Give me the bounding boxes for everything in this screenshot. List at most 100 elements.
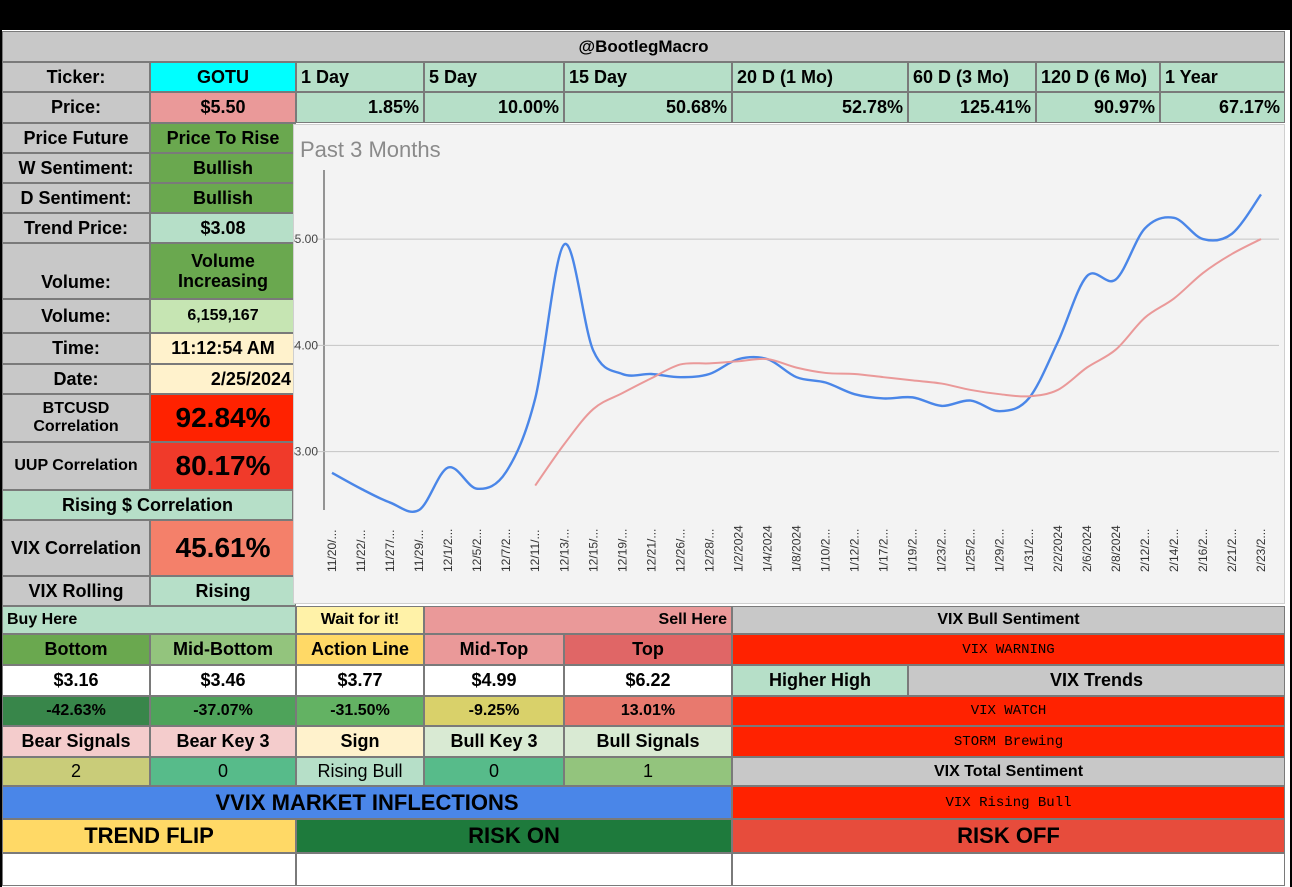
- signal-header-bull-key-3: Bull Key 3: [424, 726, 564, 757]
- x-tick-label: 1/29/2...: [993, 529, 1007, 572]
- x-tick-label: 2/12/2...: [1138, 529, 1152, 572]
- ticker-value[interactable]: GOTU: [150, 62, 296, 92]
- period-1y: 1 Year: [1160, 62, 1285, 92]
- change-1y: 67.17%: [1160, 92, 1285, 123]
- date-value: 2/25/2024: [150, 364, 296, 394]
- higher-high-label: Higher High: [732, 665, 908, 696]
- trend-flip-label: TREND FLIP: [2, 819, 296, 853]
- trend-price-label: Trend Price:: [2, 213, 150, 243]
- level-header-mid-bottom: Mid-Bottom: [150, 634, 296, 665]
- btc-corr-label: BTCUSD Correlation: [2, 394, 150, 442]
- vix-rising-bull: VIX Rising Bull: [732, 786, 1285, 819]
- level-header-mid-top: Mid-Top: [424, 634, 564, 665]
- level-pct-bottom: -42.63%: [2, 696, 150, 726]
- level-price-top: $6.22: [564, 665, 732, 696]
- level-header-top: Top: [564, 634, 732, 665]
- level-pct-top: 13.01%: [564, 696, 732, 726]
- w-sentiment-value: Bullish: [150, 153, 296, 183]
- vix-bull-sentiment-label: VIX Bull Sentiment: [732, 606, 1285, 634]
- level-price-mid-bottom: $3.46: [150, 665, 296, 696]
- change-60d: 125.41%: [908, 92, 1036, 123]
- x-tick-label: 1/31/2...: [1022, 529, 1036, 572]
- level-price-bottom: $3.16: [2, 665, 150, 696]
- volume-label: Volume:: [2, 299, 150, 333]
- time-label: Time:: [2, 333, 150, 364]
- trend-price-value: $3.08: [150, 213, 296, 243]
- chart-title: Past 3 Months: [300, 137, 441, 162]
- vvix-title: VVIX MARKET INFLECTIONS: [2, 786, 732, 819]
- y-tick-label: $3.00: [294, 445, 318, 459]
- w-sentiment-label: W Sentiment:: [2, 153, 150, 183]
- period-60d: 60 D (3 Mo): [908, 62, 1036, 92]
- risk-on-label: RISK ON: [296, 819, 732, 853]
- volume-trend-value: Volume Increasing: [150, 243, 296, 299]
- risk-on-value: [296, 853, 732, 886]
- d-sentiment-value: Bullish: [150, 183, 296, 213]
- signal-value-sign: Rising Bull: [296, 757, 424, 786]
- x-tick-label: 12/26/...: [673, 529, 687, 572]
- x-tick-label: 2/14/2...: [1167, 529, 1181, 572]
- wait-label: Wait for it!: [296, 606, 424, 634]
- sell-here-label: Sell Here: [424, 606, 732, 634]
- x-tick-label: 2/21/2...: [1225, 529, 1239, 572]
- x-tick-label: 1/12/2...: [848, 529, 862, 572]
- price-chart-svg: Past 3 Months $5.00 $4.00 $3.00 11/20/... 1…: [288, 137, 1279, 572]
- x-tick-label: 11/27/...: [383, 530, 397, 572]
- signal-header-bear-key-3: Bear Key 3: [150, 726, 296, 757]
- change-20d: 52.78%: [732, 92, 908, 123]
- vix-rolling-label: VIX Rolling: [2, 576, 150, 606]
- x-tick-label: 2/23/2...: [1254, 529, 1268, 572]
- window-top-bar: [0, 0, 1292, 30]
- change-5d: 10.00%: [424, 92, 564, 123]
- x-tick-label: 12/7/2...: [499, 529, 513, 572]
- period-15d: 15 Day: [564, 62, 732, 92]
- ticker-label: Ticker:: [2, 62, 150, 92]
- period-5d: 5 Day: [424, 62, 564, 92]
- risk-off-label: RISK OFF: [732, 819, 1285, 853]
- change-1d: 1.85%: [296, 92, 424, 123]
- x-tick-label: 12/19/...: [615, 529, 629, 572]
- x-tick-label: 12/11/...: [528, 530, 542, 572]
- volume-trend-label: Volume:: [2, 243, 150, 299]
- vix-corr-label: VIX Correlation: [2, 520, 150, 576]
- x-tick-label: 2/2/2024: [1051, 525, 1065, 572]
- rising-corr-label: Rising $ Correlation: [2, 490, 293, 520]
- level-header-bottom: Bottom: [2, 634, 150, 665]
- x-tick-label: 12/5/2...: [470, 529, 484, 572]
- x-tick-label: 2/16/2...: [1196, 529, 1210, 572]
- price-value: $5.50: [150, 92, 296, 123]
- signal-value-bear-key-3: 0: [150, 757, 296, 786]
- level-price-action-line: $3.77: [296, 665, 424, 696]
- level-pct-mid-bottom: -37.07%: [150, 696, 296, 726]
- y-tick-label: $5.00: [294, 232, 318, 246]
- level-header-action-line: Action Line: [296, 634, 424, 665]
- change-120d: 90.97%: [1036, 92, 1160, 123]
- storm-brewing: STORM Brewing: [732, 726, 1285, 757]
- x-tick-label: 12/15/...: [586, 529, 600, 572]
- volume-value: 6,159,167: [150, 299, 296, 333]
- period-120d: 120 D (6 Mo): [1036, 62, 1160, 92]
- x-tick-label: 2/6/2024: [1080, 525, 1094, 572]
- d-sentiment-label: D Sentiment:: [2, 183, 150, 213]
- x-tick-label: 1/4/2024: [760, 525, 774, 572]
- sheet-title: @BootlegMacro: [2, 31, 1285, 62]
- change-15d: 50.68%: [564, 92, 732, 123]
- vix-rolling-value: Rising: [150, 576, 296, 606]
- y-tick-label: $4.00: [294, 338, 318, 352]
- uup-corr-value: 80.17%: [150, 442, 296, 490]
- time-value: 11:12:54 AM: [150, 333, 296, 364]
- x-tick-label: 1/19/2...: [906, 529, 920, 572]
- signal-header-bull-signals: Bull Signals: [564, 726, 732, 757]
- x-tick-label: 1/8/2024: [790, 525, 804, 572]
- x-tick-label: 2/8/2024: [1109, 525, 1123, 572]
- price-future-value: Price To Rise: [150, 123, 296, 153]
- trend-series-line: [534, 238, 1262, 487]
- x-tick-label: 12/13/...: [557, 529, 571, 572]
- x-tick-label: 12/28/...: [702, 529, 716, 572]
- trend-flip-value: [2, 853, 296, 886]
- signal-value-bull-key-3: 0: [424, 757, 564, 786]
- price-chart: Past 3 Months $5.00 $4.00 $3.00 11/20/... 1…: [288, 124, 1285, 604]
- signal-value-bear-signals: 2: [2, 757, 150, 786]
- vix-watch: VIX WATCH: [732, 696, 1285, 726]
- level-pct-mid-top: -9.25%: [424, 696, 564, 726]
